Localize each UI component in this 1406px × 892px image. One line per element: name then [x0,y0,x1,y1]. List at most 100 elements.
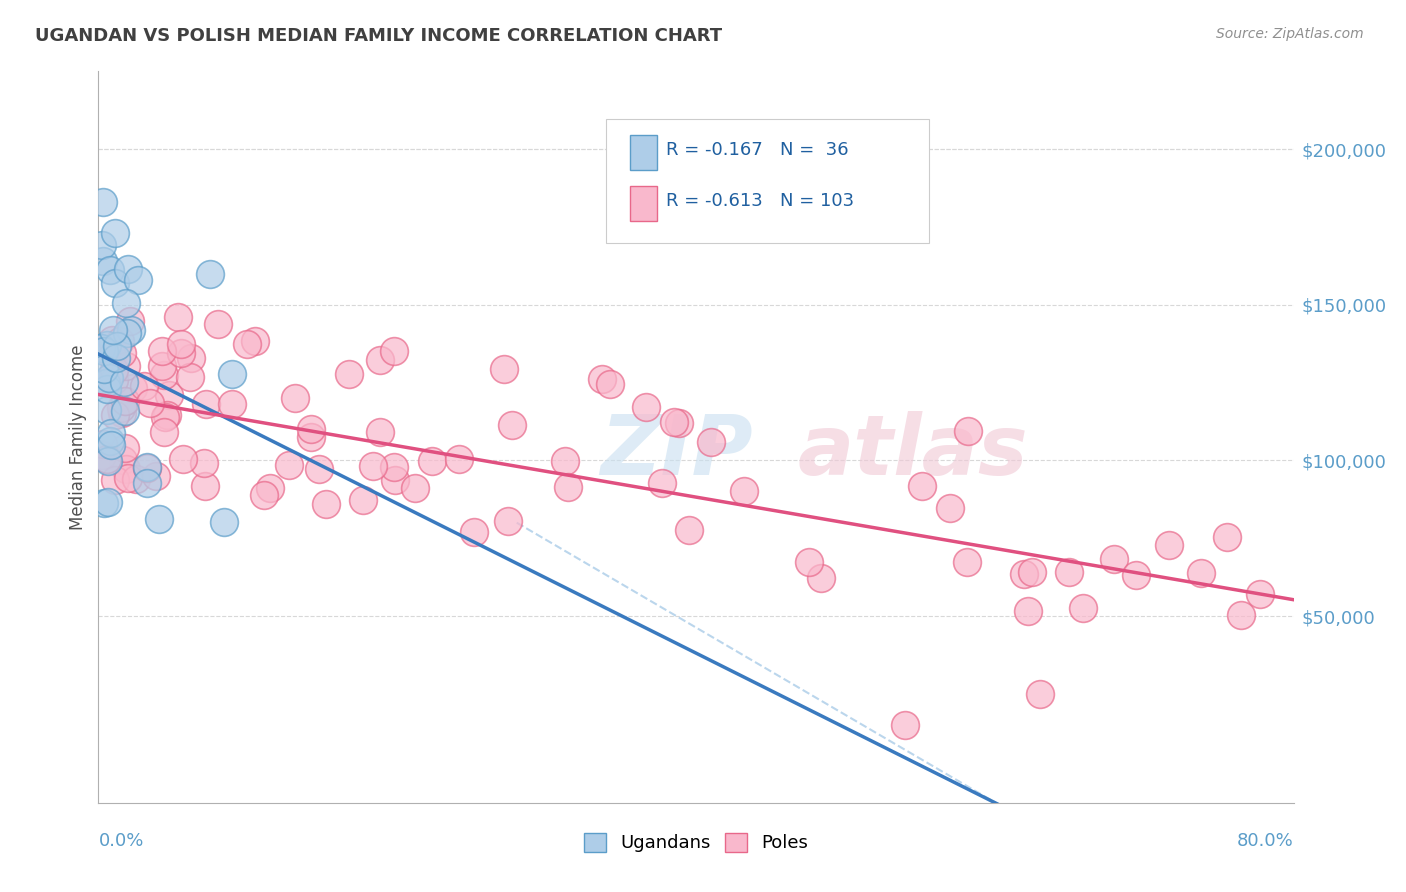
Point [221,397,243,411]
FancyBboxPatch shape [630,186,657,221]
Point [179,370,201,384]
Point [1057,565,1080,579]
Point [207,317,229,331]
Point [135,461,157,475]
Point [153,409,176,424]
Point [664,415,686,429]
Point [98,370,121,384]
Text: atlas: atlas [797,411,1028,492]
Point [101,323,124,337]
Point [956,424,979,438]
Point [117,471,139,485]
Point [167,310,190,324]
Point [103,373,125,387]
Point [96,452,118,467]
Point [114,394,136,409]
Point [1216,530,1239,544]
Point [1021,566,1043,580]
Point [91,195,114,210]
Point [170,336,193,351]
Point [93,344,115,359]
Point [153,368,176,382]
Point [96,452,118,467]
Point [97,494,120,508]
Point [797,556,820,570]
Point [221,367,243,381]
Point [243,334,266,349]
Point [1230,607,1253,622]
Point [98,262,121,277]
Point [100,438,122,452]
Point [496,514,519,528]
Point [150,343,173,358]
Point [557,480,579,494]
Point [1249,587,1271,601]
FancyBboxPatch shape [606,119,929,244]
Point [404,481,426,495]
Point [911,479,934,493]
Point [110,334,132,349]
Point [368,352,391,367]
Point [152,425,174,440]
Point [368,425,391,439]
FancyBboxPatch shape [630,135,657,170]
Point [170,346,193,360]
Point [105,338,128,352]
Text: R = -0.613   N = 103: R = -0.613 N = 103 [666,192,855,210]
Point [91,237,114,252]
Point [91,437,114,451]
Point [101,333,124,347]
Point [352,493,374,508]
Point [277,458,299,472]
Point [96,376,118,390]
Point [135,475,157,490]
Text: 0.0%: 0.0% [98,832,143,850]
Point [114,359,136,374]
Point [193,456,215,470]
Point [1157,538,1180,552]
Point [93,362,115,376]
Point [134,378,156,392]
Point [156,408,179,422]
Point [104,409,127,423]
Point [124,472,146,486]
Point [810,571,832,585]
Point [308,461,330,475]
Point [122,381,145,395]
Point [1071,601,1094,615]
Point [494,361,516,376]
Point [114,393,136,408]
Point [315,497,337,511]
Point [194,397,217,411]
Point [91,449,114,463]
Point [96,403,118,417]
Point [148,511,170,525]
Point [114,441,136,455]
Point [157,387,180,401]
Point [634,400,657,414]
Point [145,468,167,483]
Point [420,454,443,468]
Point [382,459,405,474]
Point [103,363,125,377]
Point [501,417,523,432]
Point [111,453,134,467]
Point [382,343,405,358]
Point [172,451,194,466]
Point [127,273,149,287]
Point [104,473,127,487]
Text: 80.0%: 80.0% [1237,832,1294,850]
Point [938,500,960,515]
Point [591,372,613,386]
Point [299,422,322,436]
Point [956,555,979,569]
Point [449,452,471,467]
Point [733,483,755,498]
Point [93,496,115,510]
Point [678,524,700,538]
Point [104,226,127,240]
Point [120,323,142,337]
Point [114,404,136,418]
Point [337,367,360,381]
Point [110,401,132,416]
